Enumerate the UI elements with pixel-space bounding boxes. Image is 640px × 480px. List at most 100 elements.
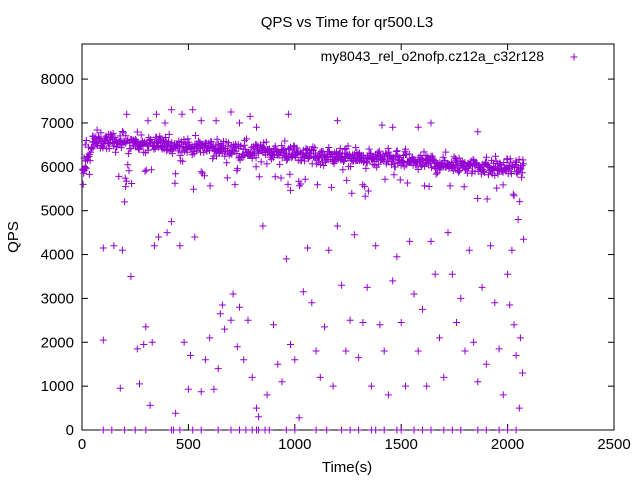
data-point xyxy=(319,151,327,159)
data-point xyxy=(191,233,199,241)
data-point xyxy=(255,413,263,421)
data-point xyxy=(233,343,241,351)
data-point xyxy=(167,218,175,226)
data-point xyxy=(394,152,402,160)
data-point xyxy=(142,323,150,331)
data-point xyxy=(313,181,321,189)
data-point xyxy=(483,153,490,161)
data-point xyxy=(214,426,222,434)
data-point xyxy=(255,426,263,434)
data-point xyxy=(501,166,509,174)
data-point xyxy=(176,426,184,434)
y-tick-label: 8000 xyxy=(41,71,74,88)
data-point xyxy=(253,404,260,412)
data-point xyxy=(338,426,346,434)
data-point xyxy=(343,176,351,184)
data-point xyxy=(189,426,197,434)
data-point xyxy=(321,323,329,331)
data-point xyxy=(119,128,127,135)
data-point xyxy=(150,242,158,250)
data-point xyxy=(384,391,392,399)
data-point xyxy=(144,117,152,125)
data-point xyxy=(338,281,346,289)
data-point xyxy=(414,123,422,131)
data-point xyxy=(191,144,199,152)
data-point xyxy=(376,321,384,329)
data-point xyxy=(284,110,292,118)
data-point xyxy=(509,190,517,198)
data-point xyxy=(246,112,254,120)
data-point xyxy=(236,426,243,434)
data-point xyxy=(405,150,413,158)
data-point xyxy=(506,155,514,163)
data-point xyxy=(474,195,482,202)
data-point xyxy=(111,133,119,141)
legend-marker xyxy=(570,53,578,61)
data-point xyxy=(236,119,243,127)
data-point xyxy=(99,336,107,344)
data-point xyxy=(311,149,319,157)
data-point xyxy=(436,334,443,342)
data-point xyxy=(516,198,524,206)
data-point xyxy=(390,160,398,168)
data-point xyxy=(296,182,303,190)
data-point xyxy=(202,146,210,154)
data-point xyxy=(99,426,107,434)
data-point xyxy=(474,378,482,386)
data-point xyxy=(197,388,205,396)
data-point xyxy=(491,172,499,179)
data-point xyxy=(342,149,350,157)
data-point xyxy=(470,338,478,346)
data-point xyxy=(402,151,409,159)
data-point xyxy=(229,290,237,298)
data-point xyxy=(312,347,320,355)
data-point xyxy=(183,146,191,154)
data-point xyxy=(108,426,116,434)
data-point xyxy=(474,128,482,136)
legend-label: my8043_rel_o2nofp.cz12a_c32r128 xyxy=(321,48,545,64)
data-point xyxy=(117,144,125,152)
data-point xyxy=(131,135,139,143)
data-point xyxy=(330,160,338,168)
data-point xyxy=(242,426,250,434)
data-point xyxy=(380,153,388,160)
data-point xyxy=(382,149,390,157)
data-point xyxy=(282,426,290,434)
data-point xyxy=(177,138,185,146)
data-point xyxy=(375,151,383,159)
data-point xyxy=(184,135,192,143)
data-point xyxy=(286,170,294,178)
data-point xyxy=(492,152,499,160)
legend: my8043_rel_o2nofp.cz12a_c32r128 xyxy=(321,48,578,64)
data-point xyxy=(389,277,397,285)
data-point xyxy=(397,319,405,326)
data-point xyxy=(355,426,363,434)
data-point xyxy=(146,401,154,409)
data-point xyxy=(440,426,448,434)
data-point xyxy=(511,163,519,171)
data-point xyxy=(308,299,316,307)
data-point xyxy=(271,142,279,150)
data-point xyxy=(427,237,435,245)
data-point xyxy=(223,174,231,182)
data-point xyxy=(393,147,401,155)
data-point xyxy=(364,187,372,195)
data-point xyxy=(110,242,118,250)
data-point xyxy=(197,148,204,156)
data-point xyxy=(168,139,176,147)
data-point xyxy=(189,106,197,114)
y-tick-label: 4000 xyxy=(41,247,74,264)
data-point xyxy=(384,144,392,152)
data-point xyxy=(216,149,224,157)
data-point xyxy=(85,150,93,158)
scatter-points xyxy=(78,106,528,434)
data-point xyxy=(512,157,520,165)
data-point xyxy=(333,117,341,125)
data-point xyxy=(421,182,429,190)
data-point xyxy=(263,391,271,399)
data-point xyxy=(103,134,111,142)
data-point xyxy=(461,347,469,355)
data-point xyxy=(484,171,492,179)
